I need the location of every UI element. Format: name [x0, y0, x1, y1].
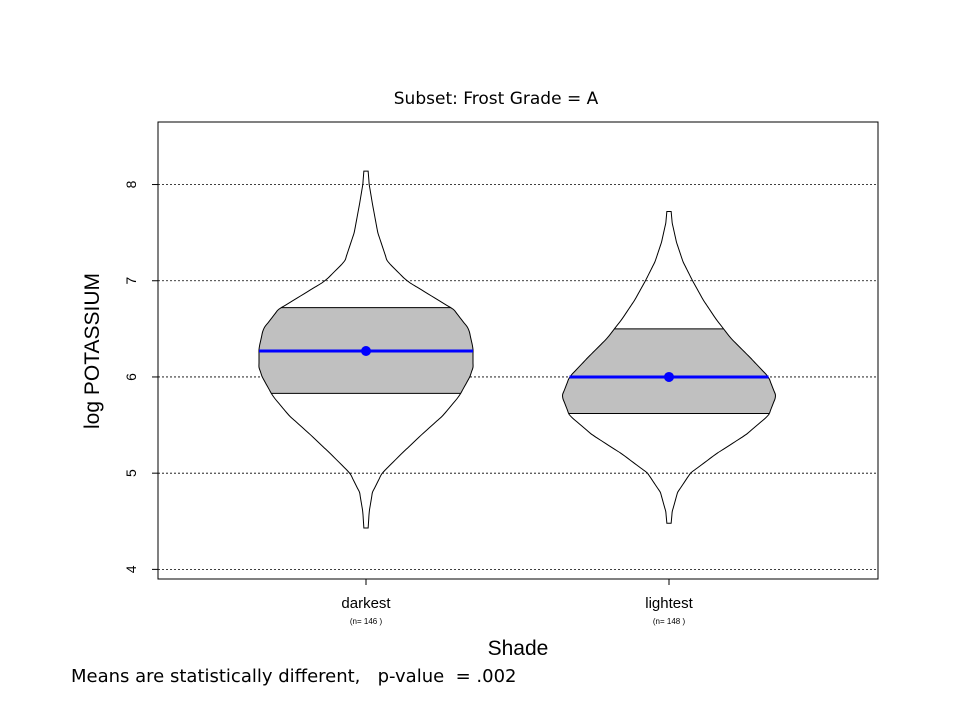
- y-tick-label: 6: [123, 373, 139, 381]
- violin-outline: [562, 210, 776, 524]
- significance-note: Means are statistically different, p-val…: [71, 666, 517, 687]
- plot-frame: [157, 121, 879, 580]
- y-tick-label: 8: [123, 180, 139, 188]
- chart-title: Subset: Frost Grade = A: [394, 89, 599, 109]
- y-tick-label: 5: [123, 469, 139, 477]
- violins: [258, 170, 776, 529]
- violin-outline: [258, 170, 474, 529]
- axes: 4 5 6 7 8 darkest (n= 146 ) lightest (n= 148 ): [123, 180, 694, 626]
- violin-lightest: [562, 210, 776, 524]
- iqr-region: [562, 328, 776, 414]
- violin-darkest: [258, 170, 474, 529]
- group-count-label: (n= 148 ): [653, 617, 686, 626]
- x-tick-label: lightest: [645, 595, 693, 612]
- mean-point: [664, 371, 674, 382]
- group-count-label: (n= 146 ): [350, 617, 383, 626]
- y-tick-label: 4: [123, 565, 139, 573]
- x-axis-title: Shade: [488, 637, 549, 660]
- mean-point: [361, 345, 371, 356]
- y-axis-title: log POTASSIUM: [81, 273, 104, 429]
- x-tick-label: darkest: [341, 595, 391, 612]
- y-tick-label: 7: [123, 277, 139, 285]
